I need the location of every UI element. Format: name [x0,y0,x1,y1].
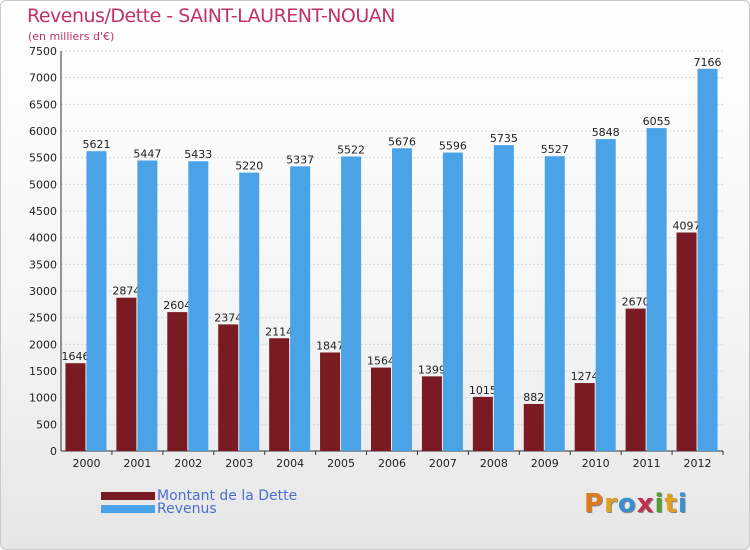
legend-label-dette: Montant de la Dette [157,488,298,504]
bar-dette [371,367,391,451]
data-label-revenus: 5220 [235,160,263,173]
bar-revenus [188,161,209,452]
data-label-revenus: 7166 [694,56,722,69]
x-tick-label: 2002 [174,457,202,470]
bar-dette [625,308,646,451]
bar-dette [218,324,239,451]
y-tick-label: 7500 [29,45,57,58]
y-tick-label: 1500 [29,365,57,378]
data-label-dette: 1399 [418,363,446,376]
proxiti-logo: Proxiti [584,489,688,519]
x-tick-label: 2007 [429,457,457,470]
y-tick-label: 6000 [29,125,57,138]
legend-swatch-revenus [101,505,155,513]
data-label-dette: 2374 [214,311,242,324]
bar-dette [574,383,595,451]
bar-dette [167,312,188,451]
y-tick-label: 7000 [29,72,57,85]
y-tick-label: 4000 [29,232,57,245]
bars: 1646 5621 2874 5447 2604 5433 2374 5220 2114 5337… [61,56,722,452]
bar-dette [472,396,493,451]
data-label-dette: 882 [523,391,544,404]
x-axis: 2000 2001 2002 2003 2004 2005 2006 2007 2008 2009… [72,451,724,470]
bar-dette [421,376,442,451]
data-label-dette: 2604 [163,299,191,312]
bar-revenus [86,151,107,452]
x-tick-label: 2004 [276,457,304,470]
x-tick-label: 2001 [123,457,151,470]
x-tick-label: 2008 [480,457,508,470]
y-tick-label: 5000 [29,178,57,191]
data-label-dette: 1646 [61,350,89,363]
data-label-revenus: 5447 [133,147,161,160]
y-tick-label: 6500 [29,98,57,111]
data-label-revenus: 5522 [337,143,365,156]
y-tick-label: 500 [36,418,57,431]
legend-item-revenus: Revenus [101,501,217,517]
x-tick-label: 2011 [633,457,661,470]
x-tick-label: 2005 [327,457,355,470]
legend-swatch-dette [101,492,155,500]
y-tick-label: 3500 [29,258,57,271]
bar-revenus [646,128,667,452]
x-tick-label: 2009 [531,457,559,470]
data-label-revenus: 5337 [286,153,314,166]
data-label-revenus: 6055 [643,115,671,128]
bar-dette [320,352,341,451]
bar-revenus [595,139,616,451]
bar-dette [269,338,290,451]
data-label-revenus: 5848 [592,126,620,139]
bar-revenus [341,156,362,451]
data-label-revenus: 5676 [388,135,416,148]
x-tick-label: 2012 [684,457,712,470]
bar-revenus [239,172,260,451]
data-label-revenus: 5621 [82,138,110,151]
x-tick-label: 2010 [582,457,610,470]
bar-revenus [544,156,565,451]
chart-subtitle: (en milliers d'€) [28,30,115,43]
x-tick-label: 2000 [72,457,100,470]
data-label-revenus: 5596 [439,140,467,153]
bar-dette [523,403,544,451]
chart-title: Revenus/Dette - SAINT-LAURENT-NOUAN [27,5,396,27]
data-label-dette: 4097 [673,219,701,232]
data-label-dette: 2670 [622,296,650,309]
y-tick-label: 2500 [29,312,57,325]
bar-revenus [697,68,718,452]
data-label-dette: 1015 [469,384,497,397]
data-label-revenus: 5433 [184,148,212,161]
legend-label-revenus: Revenus [157,501,217,517]
y-tick-label: 2000 [29,338,57,351]
data-label-dette: 1847 [316,339,344,352]
x-tick-label: 2003 [225,457,253,470]
y-tick-label: 4500 [29,205,57,218]
bar-dette [676,232,697,451]
bar-revenus [290,166,311,452]
data-label-dette: 2874 [112,285,140,298]
bar-revenus [493,145,514,451]
bar-dette [65,363,86,451]
x-tick-label: 2006 [378,457,406,470]
data-label-dette: 1564 [367,355,395,368]
y-tick-label: 1000 [29,392,57,405]
bar-revenus [442,152,463,451]
data-label-revenus: 5735 [490,132,518,145]
y-tick-label: 3000 [29,285,57,298]
bar-revenus [392,148,412,451]
data-label-dette: 1274 [571,370,599,383]
y-tick-label: 0 [50,445,57,458]
bar-dette [116,297,137,451]
bar-revenus [137,160,158,451]
data-label-revenus: 5527 [541,143,569,156]
y-tick-label: 5500 [29,152,57,165]
legend-item-dette: Montant de la Dette [101,488,297,504]
data-label-dette: 2114 [265,325,293,338]
